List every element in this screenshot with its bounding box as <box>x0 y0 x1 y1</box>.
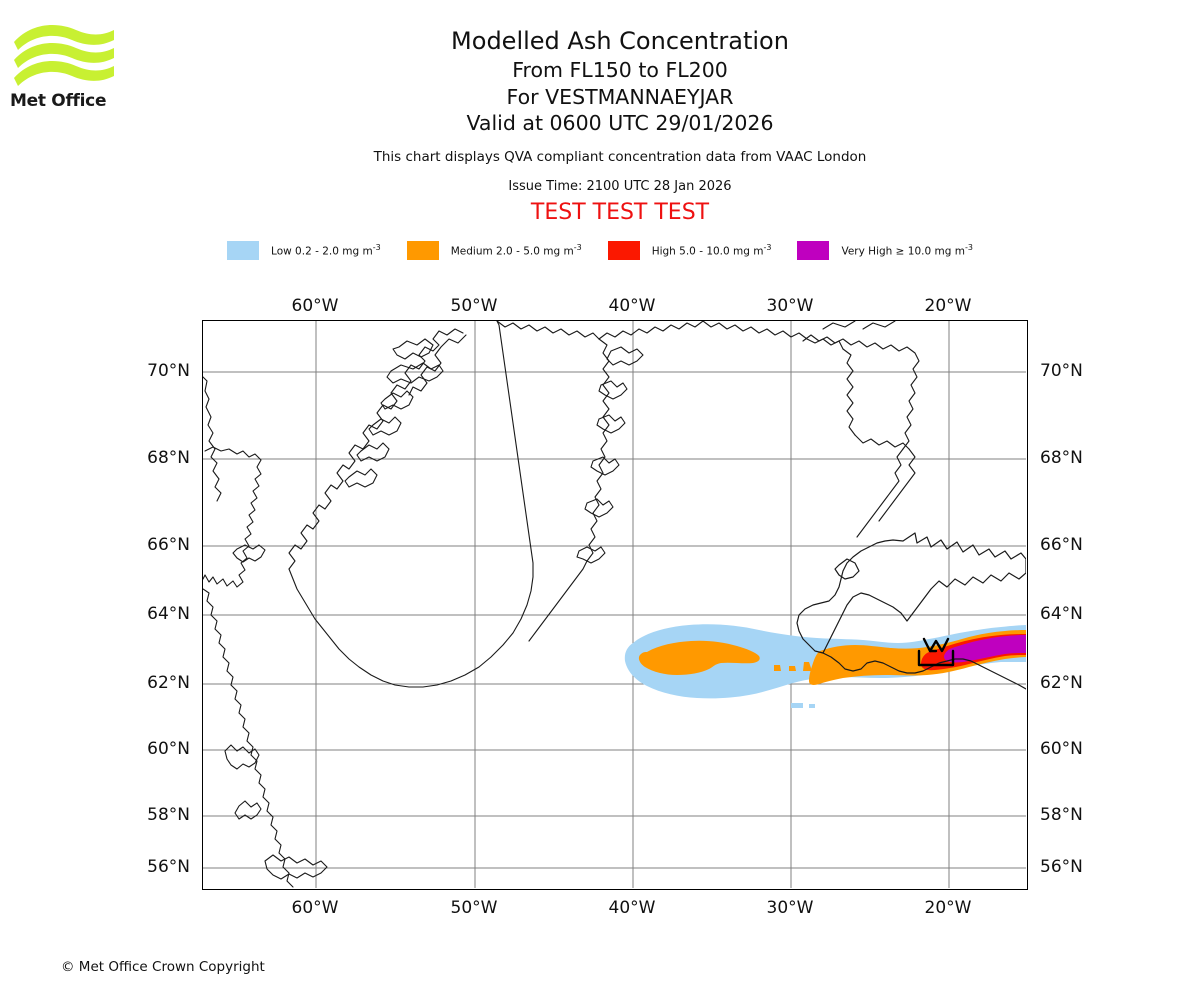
legend-label-low: Low 0.2 - 2.0 mg m-3 <box>271 243 381 258</box>
legend-swatch-very-high <box>797 241 830 260</box>
map-plot-area <box>202 320 1028 890</box>
concentration-legend: Low 0.2 - 2.0 mg m-3 Medium 2.0 - 5.0 mg … <box>0 241 1200 260</box>
lon-tick-label-bottom-1: 50°W <box>450 898 498 918</box>
lat-tick-label-left-4: 62°N <box>147 673 190 693</box>
legend-item-very-high: Very High ≥ 10.0 mg m-3 <box>797 241 973 260</box>
met-office-logo: Met Office <box>10 18 120 113</box>
legend-swatch-medium <box>406 241 439 260</box>
lat-tick-label-right-5: 60°N <box>1040 739 1083 759</box>
page-title: Modelled Ash Concentration <box>451 27 789 55</box>
lat-tick-label-left-0: 70°N <box>147 361 190 381</box>
lat-tick-label-right-6: 58°N <box>1040 805 1083 825</box>
lon-tick-label-bottom-2: 40°W <box>608 898 656 918</box>
flight-level-line: From FL150 to FL200 <box>512 58 728 82</box>
qva-compliance-note: This chart displays QVA compliant concen… <box>373 148 867 165</box>
legend-item-low: Low 0.2 - 2.0 mg m-3 <box>227 241 381 260</box>
legend-item-high: High 5.0 - 10.0 mg m-3 <box>607 241 772 260</box>
coastline-northeast <box>802 321 920 538</box>
lon-tick-label-bottom-3: 30°W <box>766 898 814 918</box>
volcano-name-line: For VESTMANNAEYJAR <box>506 84 734 109</box>
legend-item-medium: Medium 2.0 - 5.0 mg m-3 <box>406 241 582 260</box>
lon-tick-label-top-1: 50°W <box>450 296 498 316</box>
test-banner: TEST TEST TEST <box>530 199 710 225</box>
coastlines <box>203 321 916 888</box>
lat-tick-label-left-5: 60°N <box>147 739 190 759</box>
lat-tick-label-left-7: 56°N <box>147 857 190 877</box>
map-gridlines <box>203 321 1026 888</box>
ash-plume-very-high <box>944 635 1026 663</box>
lat-tick-label-right-4: 62°N <box>1040 673 1083 693</box>
lon-tick-label-top-4: 20°W <box>924 296 972 316</box>
lat-tick-label-left-1: 68°N <box>147 448 190 468</box>
chart-header: Modelled Ash Concentration From FL150 to… <box>200 26 1040 226</box>
legend-swatch-high <box>607 241 640 260</box>
legend-label-medium: Medium 2.0 - 5.0 mg m-3 <box>450 243 582 258</box>
map-svg <box>203 321 1026 888</box>
volcano-marker-icon <box>917 637 955 667</box>
lat-tick-label-left-6: 58°N <box>147 805 190 825</box>
iceland-coastline <box>796 532 1026 690</box>
lat-tick-label-left-2: 66°N <box>147 535 190 555</box>
lat-tick-label-right-0: 70°N <box>1040 361 1083 381</box>
lon-tick-label-top-2: 40°W <box>608 296 656 316</box>
lat-tick-label-right-3: 64°N <box>1040 604 1083 624</box>
lon-tick-label-bottom-0: 60°W <box>291 898 339 918</box>
lon-tick-label-bottom-4: 20°W <box>924 898 972 918</box>
legend-label-high: High 5.0 - 10.0 mg m-3 <box>651 243 772 258</box>
issue-time-line: Issue Time: 2100 UTC 28 Jan 2026 <box>508 178 732 194</box>
copyright-text: © Met Office Crown Copyright <box>61 959 265 975</box>
lon-tick-label-top-3: 30°W <box>766 296 814 316</box>
logo-brand-text: Met Office <box>10 91 107 111</box>
lat-tick-label-right-7: 56°N <box>1040 857 1083 877</box>
lat-tick-label-right-1: 68°N <box>1040 448 1083 468</box>
valid-time-line: Valid at 0600 UTC 29/01/2026 <box>466 111 774 135</box>
met-office-wave-icon <box>14 25 114 86</box>
legend-swatch-low <box>227 241 260 260</box>
legend-label-very-high: Very High ≥ 10.0 mg m-3 <box>841 243 973 258</box>
lat-tick-label-left-3: 64°N <box>147 604 190 624</box>
lon-tick-label-top-0: 60°W <box>291 296 339 316</box>
lat-tick-label-right-2: 66°N <box>1040 535 1083 555</box>
